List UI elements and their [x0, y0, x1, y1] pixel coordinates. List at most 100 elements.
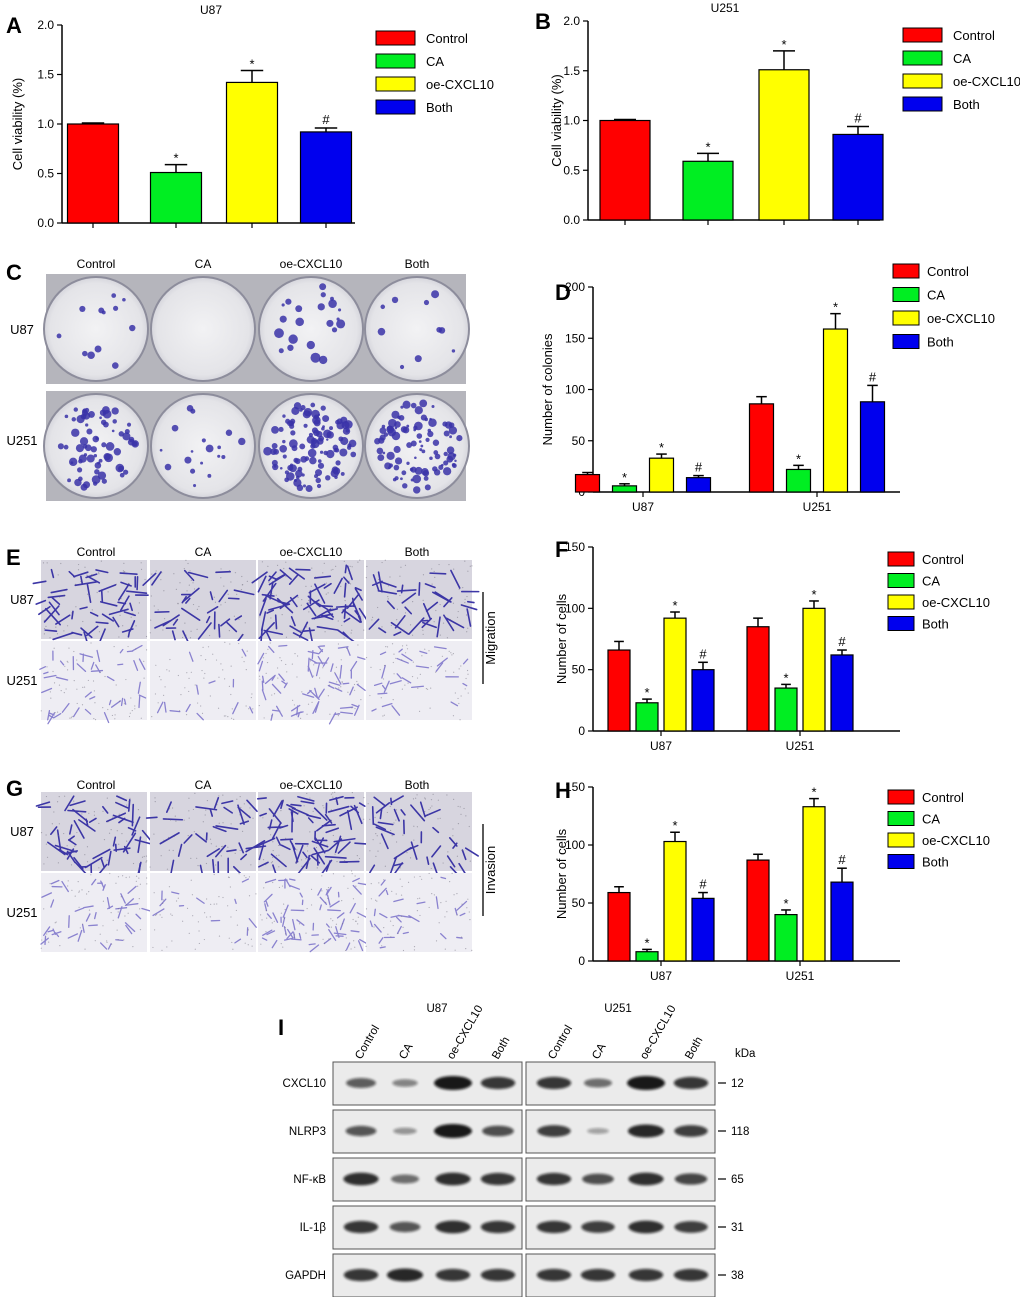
pore	[117, 876, 120, 878]
cell	[137, 836, 142, 854]
pore	[112, 816, 114, 818]
cell	[124, 922, 136, 933]
pore	[392, 661, 394, 664]
pore	[424, 798, 427, 800]
pore	[216, 804, 218, 806]
colony	[94, 462, 102, 469]
pore	[240, 589, 243, 591]
pore	[350, 870, 353, 872]
cell	[257, 652, 265, 665]
pore	[384, 865, 386, 867]
pore	[404, 652, 407, 654]
cell	[156, 701, 164, 714]
cell	[80, 627, 93, 639]
pore	[444, 948, 446, 950]
colony	[414, 406, 423, 415]
pore	[276, 667, 279, 669]
micrograph	[150, 873, 256, 952]
bar-ca	[635, 702, 659, 732]
pore	[115, 801, 117, 804]
pore	[293, 934, 296, 936]
pore	[76, 659, 78, 661]
pore	[272, 856, 274, 859]
cell	[39, 666, 47, 670]
significance-mark: #	[699, 646, 707, 661]
pore	[391, 643, 394, 645]
cell	[220, 618, 231, 627]
pore	[247, 944, 249, 946]
pore	[329, 713, 331, 715]
colony	[454, 459, 457, 463]
pore	[123, 571, 125, 573]
cell	[209, 591, 214, 601]
colony	[453, 453, 457, 457]
protein-band	[674, 1173, 708, 1185]
pore	[340, 686, 342, 688]
colony	[433, 469, 441, 476]
pore	[100, 560, 102, 562]
legend-swatch	[902, 27, 943, 43]
pore	[411, 634, 414, 636]
pore	[222, 845, 224, 847]
cell	[377, 589, 398, 595]
cell	[48, 601, 60, 616]
colony	[87, 351, 95, 360]
pore	[46, 933, 48, 935]
cell	[422, 602, 432, 620]
pore	[118, 813, 120, 815]
cell	[287, 928, 294, 939]
pore	[53, 682, 56, 684]
cell	[459, 912, 466, 917]
pore	[334, 853, 336, 855]
cell	[389, 856, 398, 876]
cell	[182, 587, 200, 603]
pore	[217, 707, 220, 709]
significance-mark: #	[854, 110, 862, 125]
pore	[149, 632, 151, 634]
cell	[299, 621, 309, 638]
pore	[389, 920, 392, 922]
pore	[325, 582, 328, 584]
pore	[306, 713, 308, 715]
legend-label: Control	[922, 790, 964, 805]
pore	[223, 715, 225, 717]
cell	[205, 615, 211, 624]
pore	[154, 929, 156, 931]
cell	[313, 608, 332, 620]
pore	[220, 604, 222, 606]
micrograph	[41, 792, 147, 871]
pore	[352, 918, 354, 921]
pore	[450, 652, 452, 654]
cell	[131, 816, 141, 836]
pore	[209, 838, 212, 840]
colony	[400, 426, 408, 433]
cell	[424, 808, 441, 817]
cell	[290, 616, 296, 627]
bar-both	[830, 654, 854, 732]
cell	[396, 673, 402, 679]
cell	[305, 854, 311, 869]
colony	[320, 292, 326, 298]
pore	[272, 841, 274, 843]
pore	[269, 642, 271, 644]
cell	[213, 797, 220, 809]
cell	[215, 844, 227, 858]
cell	[274, 614, 278, 630]
pore	[187, 835, 189, 837]
pore	[387, 598, 389, 600]
cell	[234, 938, 242, 944]
pore	[241, 633, 243, 636]
colony	[171, 424, 179, 432]
pore	[294, 653, 296, 655]
cell	[319, 896, 328, 905]
cell	[309, 944, 320, 953]
pore	[327, 897, 329, 900]
pore	[343, 860, 346, 862]
y-axis-label-b: Cell viability (%)	[549, 74, 564, 166]
pore	[213, 873, 215, 876]
pore	[123, 562, 125, 564]
pore	[431, 805, 433, 807]
pore	[106, 940, 108, 942]
pore	[308, 611, 310, 613]
